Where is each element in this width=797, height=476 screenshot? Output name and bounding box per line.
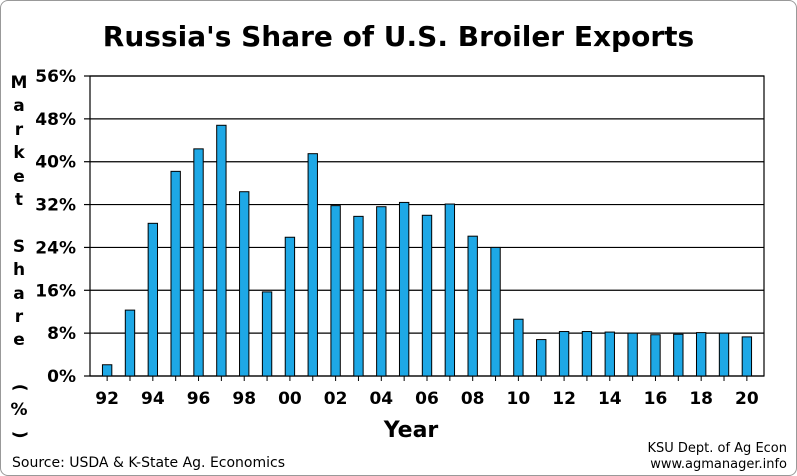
y-tick-label: 48% xyxy=(35,110,76,130)
y-tick-label: 40% xyxy=(35,153,76,173)
x-tick-label-20: 20 xyxy=(735,389,759,409)
y-tick-label: 16% xyxy=(35,281,76,301)
y-axis-label-char: % xyxy=(10,400,28,421)
x-tick-label-00: 00 xyxy=(278,389,302,409)
x-tick-label-94: 94 xyxy=(141,389,165,409)
bar-09 xyxy=(490,246,501,377)
x-tick-label-92: 92 xyxy=(95,389,119,409)
credit-url: www.agmanager.info xyxy=(650,457,787,472)
x-tick-label-02: 02 xyxy=(324,389,348,409)
x-tick-label-18: 18 xyxy=(689,389,713,409)
bar-13 xyxy=(581,331,593,377)
y-axis-label-char: h xyxy=(12,260,26,281)
bar-11 xyxy=(536,339,547,377)
y-tick-label: 0% xyxy=(47,367,76,387)
y-axis-label-char: e xyxy=(13,166,25,187)
bar-20 xyxy=(741,336,753,377)
x-tick-label-08: 08 xyxy=(461,389,485,409)
y-axis-label-char: S xyxy=(12,236,26,257)
bar-97 xyxy=(216,124,227,377)
x-tick-label-12: 12 xyxy=(552,389,576,409)
bar-12 xyxy=(558,331,570,377)
bars xyxy=(101,124,753,377)
y-tick-labels: 0% 8% 16% 24% 32% 40% 48% 56% xyxy=(35,67,76,387)
y-tick-label: 56% xyxy=(35,67,76,87)
y-axis-label-char: k xyxy=(13,143,25,164)
bar-00 xyxy=(284,236,296,377)
x-tick-label-04: 04 xyxy=(369,389,393,409)
bar-05 xyxy=(398,201,410,377)
bar-94 xyxy=(147,222,159,377)
x-axis-label: Year xyxy=(383,418,439,443)
credit-block: KSU Dept. of Ag Econ www.agmanager.info xyxy=(647,441,787,473)
x-tick-labels: 92 94 96 98 00 02 04 06 08 10 12 14 16 18 20 xyxy=(95,376,759,409)
x-tick-label-16: 16 xyxy=(644,389,668,409)
bar-96 xyxy=(193,148,204,377)
y-axis-label-char: M xyxy=(10,73,28,93)
y-axis-label-char: r xyxy=(14,306,24,327)
bar-93 xyxy=(124,309,136,377)
bar-02 xyxy=(330,205,341,377)
credit-dept: KSU Dept. of Ag Econ xyxy=(647,441,787,456)
x-tick-label-10: 10 xyxy=(507,389,531,409)
x-tick-label-96: 96 xyxy=(187,389,211,409)
bar-01 xyxy=(307,153,318,377)
bar-18 xyxy=(695,332,707,377)
bar-14 xyxy=(604,331,615,377)
bar-15 xyxy=(627,332,638,377)
bar-98 xyxy=(239,191,250,377)
bar-03 xyxy=(353,215,364,377)
x-tick-label-14: 14 xyxy=(598,389,622,409)
bar-07 xyxy=(444,203,456,377)
bar-95 xyxy=(170,170,181,377)
bar-17 xyxy=(673,333,684,377)
bar-19 xyxy=(718,332,730,377)
y-tick-label: 24% xyxy=(35,238,76,258)
bar-16 xyxy=(650,334,661,377)
bar-04 xyxy=(376,206,387,377)
bar-99 xyxy=(261,291,273,377)
y-tick-label: 8% xyxy=(47,324,76,344)
source-note: Source: USDA & K-State Ag. Economics xyxy=(12,455,286,471)
bar-06 xyxy=(421,214,433,377)
x-tick-label-98: 98 xyxy=(232,389,256,409)
x-tick-label-06: 06 xyxy=(415,389,439,409)
y-tick-label: 32% xyxy=(35,196,76,216)
y-axis-label-char: e xyxy=(13,330,25,351)
y-axis-label-char: a xyxy=(13,96,25,117)
y-axis-label-char: r xyxy=(14,119,24,140)
chart-title: Russia's Share of U.S. Broiler Exports xyxy=(102,20,695,53)
y-axis-label-char: a xyxy=(13,283,25,304)
bar-08 xyxy=(467,235,478,377)
y-axis-label-char: t xyxy=(14,189,24,210)
bar-92 xyxy=(101,364,113,377)
bar-10 xyxy=(513,318,524,377)
